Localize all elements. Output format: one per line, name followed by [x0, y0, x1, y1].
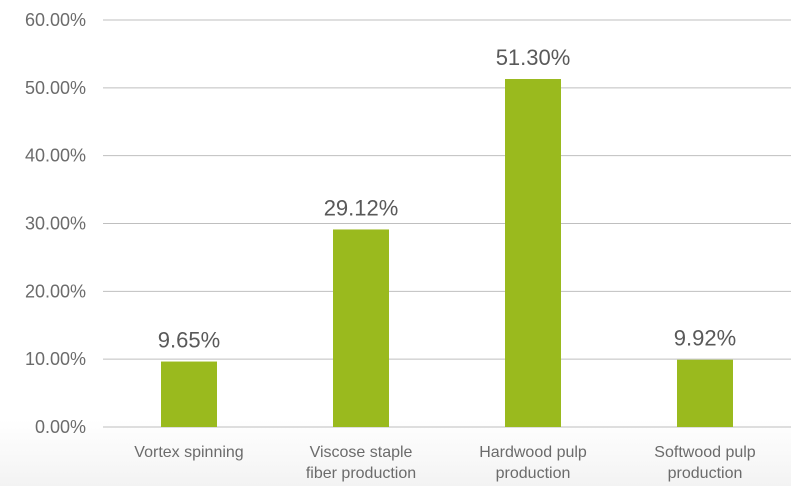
bars — [161, 79, 733, 427]
data-label: 29.12% — [324, 195, 399, 220]
y-tick-label: 50.00% — [25, 78, 86, 98]
y-tick-label: 40.00% — [25, 146, 86, 166]
bar — [161, 361, 217, 427]
x-category-label: Vortex spinning — [134, 444, 243, 461]
x-category-label: Hardwood pulp — [479, 444, 587, 461]
data-label: 51.30% — [496, 45, 571, 70]
y-tick-label: 10.00% — [25, 349, 86, 369]
y-tick-label: 0.00% — [35, 417, 86, 437]
y-axis-ticks: 0.00% 10.00% 20.00% 30.00% 40.00% 50.00% 60.00… — [25, 10, 86, 437]
gridlines — [103, 19, 791, 428]
x-category-label: fiber production — [306, 465, 416, 482]
data-label: 9.65% — [158, 328, 220, 353]
x-category-label: Viscose staple — [310, 444, 413, 461]
x-category-label: Softwood pulp — [654, 444, 756, 461]
bar — [677, 359, 733, 427]
data-labels: 9.65% 29.12% 51.30% 9.92% — [158, 45, 736, 353]
x-axis-labels: Vortex spinning Viscose staple fiber produ… — [134, 444, 756, 482]
y-tick-label: 20.00% — [25, 281, 86, 301]
bar — [333, 229, 389, 427]
data-label: 9.92% — [674, 326, 736, 351]
bar — [505, 79, 561, 427]
x-category-label: production — [496, 465, 571, 482]
x-category-label: production — [668, 465, 743, 482]
y-tick-label: 60.00% — [25, 10, 86, 30]
y-tick-label: 30.00% — [25, 214, 86, 234]
